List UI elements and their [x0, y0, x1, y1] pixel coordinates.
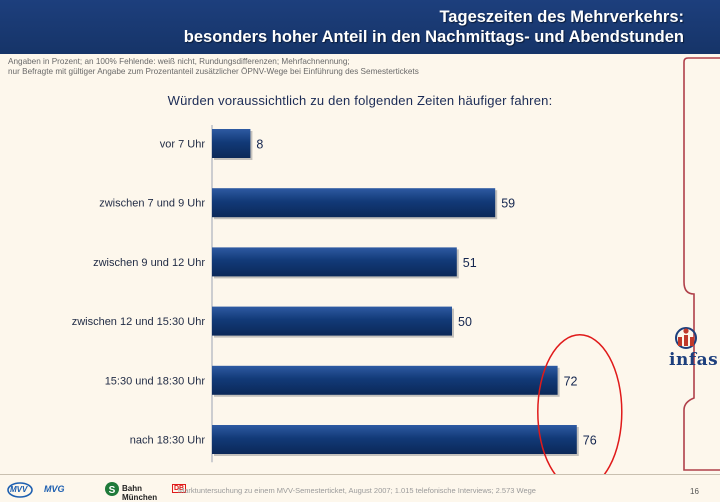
method-note-line-2: nur Befragte mit gültiger Angabe zum Pro…: [8, 67, 419, 76]
highlight-ellipse: [537, 334, 623, 474]
method-note-line-1: Angaben in Prozent; an 100% Fehlende: we…: [8, 57, 350, 66]
value-label: 76: [583, 434, 597, 448]
value-label: 72: [564, 374, 578, 388]
bar-chart: vor 7 Uhr 8 zwischen 7 und 9 Uhr 59 zwischen…: [72, 125, 623, 474]
footer-source: Marktuntersuchung zu einem MVV-Semestert…: [178, 486, 536, 495]
svg-text:S: S: [109, 485, 116, 496]
bar: [212, 306, 452, 336]
method-note: Angaben in Prozent; an 100% Fehlende: we…: [8, 57, 628, 77]
mvv-logo: MVV: [10, 485, 28, 494]
category-label: nach 18:30 Uhr: [130, 435, 206, 447]
bar: [212, 365, 558, 395]
category-label: zwischen 7 und 9 Uhr: [99, 198, 205, 210]
header-bar: Tageszeiten des Mehrverkehrs: besonders …: [0, 0, 720, 54]
bar: [212, 188, 496, 218]
footer-logos: MVV MVG S Bahn München DB: [6, 481, 187, 502]
s-bahn-icon: S: [105, 482, 119, 496]
footer-divider: [0, 474, 720, 475]
db-logo: DB: [172, 484, 187, 493]
value-label: 8: [256, 138, 263, 152]
bar: [212, 129, 251, 158]
value-label: 51: [463, 256, 477, 270]
page-title: Tageszeiten des Mehrverkehrs: besonders …: [84, 7, 684, 47]
side-tab: [683, 57, 720, 471]
category-label: 15:30 und 18:30 Uhr: [105, 375, 206, 387]
page-title-line-2: besonders hoher Anteil in den Nachmittag…: [183, 28, 684, 46]
value-label: 50: [458, 315, 472, 329]
chart-question: Würden voraussichtlich zu den folgenden …: [167, 93, 553, 108]
category-label: zwischen 9 und 12 Uhr: [93, 257, 205, 269]
category-label: zwischen 12 und 15:30 Uhr: [72, 316, 206, 328]
bar: [212, 247, 457, 277]
page-title-line-1: Tageszeiten des Mehrverkehrs:: [439, 8, 684, 26]
mvv-logo-mark: [7, 482, 33, 498]
value-label: 59: [501, 197, 515, 211]
bar: [212, 425, 577, 454]
category-label: vor 7 Uhr: [160, 139, 206, 151]
bahn-muenchen-logo: Bahn München: [122, 484, 158, 502]
infas-logo-text: infas: [669, 350, 719, 370]
mvg-logo: MVG: [44, 484, 65, 494]
infas-logo: infas: [667, 326, 719, 386]
page-number: 16: [690, 487, 699, 496]
